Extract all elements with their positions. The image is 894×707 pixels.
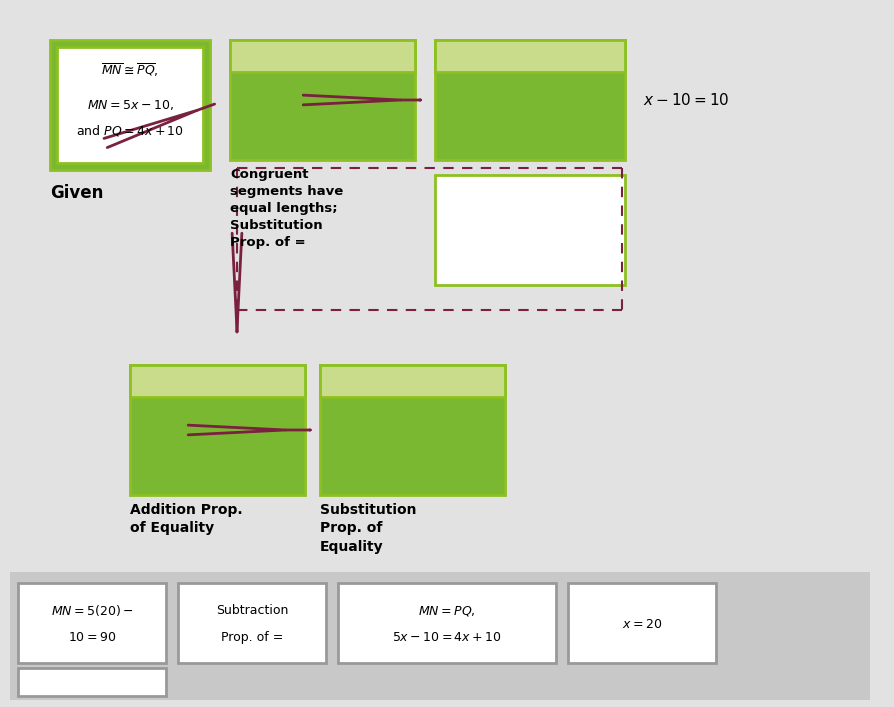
FancyBboxPatch shape <box>50 40 210 170</box>
FancyBboxPatch shape <box>18 668 165 696</box>
FancyBboxPatch shape <box>434 40 624 72</box>
FancyBboxPatch shape <box>130 365 305 397</box>
Text: $\overline{MN} \cong \overline{PQ},$: $\overline{MN} \cong \overline{PQ},$ <box>101 62 158 78</box>
Text: $10 = 90$: $10 = 90$ <box>68 631 116 644</box>
Text: Congruent
segments have
equal lengths;
Substitution
Prop. of =: Congruent segments have equal lengths; S… <box>230 168 343 249</box>
Text: $MN = 5x - 10,$: $MN = 5x - 10,$ <box>87 98 173 112</box>
FancyBboxPatch shape <box>338 583 555 663</box>
FancyBboxPatch shape <box>434 40 624 160</box>
FancyBboxPatch shape <box>230 40 415 160</box>
FancyBboxPatch shape <box>10 572 869 700</box>
Text: $x = 20$: $x = 20$ <box>621 618 662 631</box>
Text: Subtraction: Subtraction <box>215 604 288 617</box>
FancyBboxPatch shape <box>320 365 504 495</box>
Text: $5x - 10 = 4x + 10$: $5x - 10 = 4x + 10$ <box>392 631 502 644</box>
FancyBboxPatch shape <box>18 583 165 663</box>
Text: $MN = PQ,$: $MN = PQ,$ <box>417 604 476 618</box>
FancyBboxPatch shape <box>568 583 715 663</box>
Text: Substitution
Prop. of
Equality: Substitution Prop. of Equality <box>320 503 416 554</box>
Text: $x - 10 = 10$: $x - 10 = 10$ <box>642 92 729 108</box>
Text: Given: Given <box>50 184 104 202</box>
FancyBboxPatch shape <box>320 365 504 397</box>
FancyBboxPatch shape <box>57 47 203 163</box>
FancyBboxPatch shape <box>230 40 415 72</box>
FancyBboxPatch shape <box>434 175 624 285</box>
Text: Addition Prop.
of Equality: Addition Prop. of Equality <box>130 503 242 535</box>
FancyBboxPatch shape <box>130 365 305 495</box>
Text: $\mathrm{and}\ PQ = 4x + 10$: $\mathrm{and}\ PQ = 4x + 10$ <box>76 122 184 137</box>
FancyBboxPatch shape <box>178 583 325 663</box>
Text: Prop. of =: Prop. of = <box>221 631 283 644</box>
Text: $MN = 5(20) -$: $MN = 5(20) -$ <box>51 604 133 619</box>
